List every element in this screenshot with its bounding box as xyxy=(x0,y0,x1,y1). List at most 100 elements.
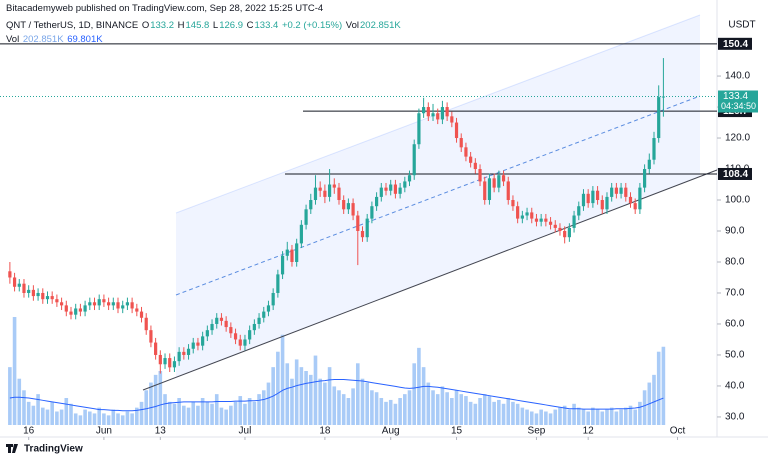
volume-bar xyxy=(191,401,196,425)
candle-body xyxy=(610,187,614,197)
candle-body xyxy=(619,187,623,194)
volume-bar xyxy=(125,411,130,425)
volume-bar xyxy=(520,407,525,425)
candle-body xyxy=(624,187,628,197)
candle-body xyxy=(501,175,506,182)
volume-bar xyxy=(59,409,64,425)
last-price-label: 133.4 xyxy=(723,91,748,102)
candle-body xyxy=(285,249,289,256)
candle-body xyxy=(337,187,341,201)
candle-body xyxy=(342,200,346,210)
volume-bar xyxy=(144,390,149,425)
volume-bar xyxy=(656,351,661,425)
y-tick-label: 100.0 xyxy=(725,195,750,206)
candle-body xyxy=(130,302,134,309)
volume-bar xyxy=(661,346,666,425)
candle-body xyxy=(121,305,125,309)
candle-body xyxy=(97,299,101,306)
candle-body xyxy=(544,218,548,222)
candle-body xyxy=(102,299,106,303)
candle-body xyxy=(497,175,501,188)
candle-body xyxy=(154,342,158,355)
candle-body xyxy=(50,296,54,300)
channel-mid xyxy=(175,95,701,296)
volume-bar xyxy=(421,367,426,425)
volume-bar xyxy=(346,398,351,425)
candle-body xyxy=(412,144,416,176)
volume-bar xyxy=(149,382,153,425)
candle-body xyxy=(516,206,520,219)
volume-bar xyxy=(332,386,337,425)
candle-body xyxy=(12,277,17,287)
candle-body xyxy=(229,327,233,334)
volume-bar xyxy=(365,382,369,425)
volume-bar xyxy=(69,403,73,425)
candle-body xyxy=(558,227,562,232)
x-tick-label: 18 xyxy=(319,426,331,437)
candle-body xyxy=(248,330,252,340)
candle-body xyxy=(454,122,459,139)
candle-body xyxy=(633,203,637,210)
symbol: QNT / TetherUS, 1D, BINANCE xyxy=(6,20,139,31)
volume-bar xyxy=(167,401,172,425)
candle-body xyxy=(59,302,64,306)
candle-body xyxy=(276,274,280,293)
volume-bar xyxy=(106,415,111,425)
candle-body xyxy=(22,283,26,293)
candle-body xyxy=(332,184,336,188)
candle-body xyxy=(295,243,299,262)
candle-body xyxy=(375,196,379,207)
candle-body xyxy=(647,159,651,170)
volume-bar xyxy=(130,413,134,425)
candle-body xyxy=(323,190,327,197)
candle-body xyxy=(271,292,275,306)
y-tick-label: 30.0 xyxy=(725,412,745,423)
vol-value: 202.851K xyxy=(22,34,64,45)
candle-body xyxy=(393,184,398,194)
x-tick-label: 12 xyxy=(583,426,595,437)
candle-body xyxy=(135,308,139,312)
volume-bar xyxy=(229,405,233,425)
vol-value: 202.851K xyxy=(360,20,401,31)
candle-body xyxy=(407,175,412,182)
candle-body xyxy=(304,209,308,225)
c-value: 133.4 xyxy=(254,20,279,31)
x-tick-label: Oct xyxy=(670,426,686,437)
volume-bar xyxy=(576,407,581,425)
volume-bar xyxy=(308,374,313,425)
last-price-label-bg xyxy=(718,90,758,113)
volume-bar xyxy=(473,403,478,425)
volume-bar xyxy=(431,390,435,425)
volume-bar xyxy=(548,413,553,425)
volume-bar xyxy=(210,403,214,425)
volume-bar xyxy=(88,411,92,425)
candle-body xyxy=(233,333,238,340)
volume-bar xyxy=(304,371,308,425)
candle-body xyxy=(139,311,144,318)
brand-logo xyxy=(6,444,18,453)
candle-body xyxy=(398,187,402,194)
volume-bar xyxy=(55,411,59,425)
volume-bar xyxy=(276,351,280,425)
candle-body xyxy=(389,184,393,191)
volume-bar xyxy=(323,382,327,425)
candle-body xyxy=(27,289,31,293)
candle-body xyxy=(548,221,553,225)
candle-body xyxy=(318,187,322,191)
candle-body xyxy=(219,317,224,321)
l-label: L xyxy=(212,20,219,31)
volume-bar xyxy=(374,392,379,425)
volume-bar xyxy=(290,378,294,425)
volume-bar xyxy=(64,398,69,425)
volume-bar xyxy=(12,317,17,425)
candle-body xyxy=(530,212,534,219)
volume-bar xyxy=(327,367,332,425)
volume-bar xyxy=(36,394,40,425)
x-tick-label: Jul xyxy=(239,426,252,437)
candle-body xyxy=(196,342,200,346)
volume-bar xyxy=(539,409,543,425)
volume-bar xyxy=(487,396,492,425)
volume-bar xyxy=(492,401,496,425)
volume-bar xyxy=(544,411,548,425)
volume-bar xyxy=(511,401,515,425)
